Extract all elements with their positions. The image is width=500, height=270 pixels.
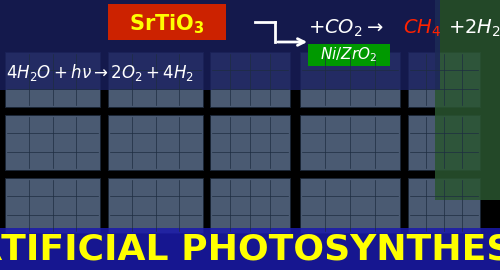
Bar	[408, 115, 480, 170]
Bar	[5, 52, 100, 107]
Bar	[5, 115, 100, 170]
Bar	[0, 228, 500, 270]
Text: $\mathbf{SrTiO_3}$: $\mathbf{SrTiO_3}$	[129, 12, 205, 36]
Bar	[5, 178, 100, 233]
Bar	[408, 52, 480, 107]
Bar	[300, 115, 400, 170]
Text: $4H_2O + h\nu \rightarrow 2O_2 + 4H_2$: $4H_2O + h\nu \rightarrow 2O_2 + 4H_2$	[6, 62, 194, 83]
Bar	[108, 115, 203, 170]
Bar	[210, 52, 290, 107]
Text: $+ CO_2 \rightarrow $: $+ CO_2 \rightarrow $	[308, 18, 384, 39]
Text: $CH_4$: $CH_4$	[403, 18, 441, 39]
Bar	[0, 0, 440, 90]
Bar	[308, 44, 390, 66]
Text: ARTIFICIAL PHOTOSYNTHESIS: ARTIFICIAL PHOTOSYNTHESIS	[0, 232, 500, 266]
Bar	[108, 178, 203, 233]
Bar	[408, 178, 480, 233]
Text: $+ 2H_2O$: $+ 2H_2O$	[448, 18, 500, 39]
Text: $Ni/ZrO_2$: $Ni/ZrO_2$	[320, 46, 378, 64]
Bar	[210, 178, 290, 233]
Bar	[300, 178, 400, 233]
Bar	[210, 115, 290, 170]
Bar	[108, 4, 226, 40]
Bar	[300, 52, 400, 107]
Bar	[108, 52, 203, 107]
Bar	[435, 0, 500, 200]
